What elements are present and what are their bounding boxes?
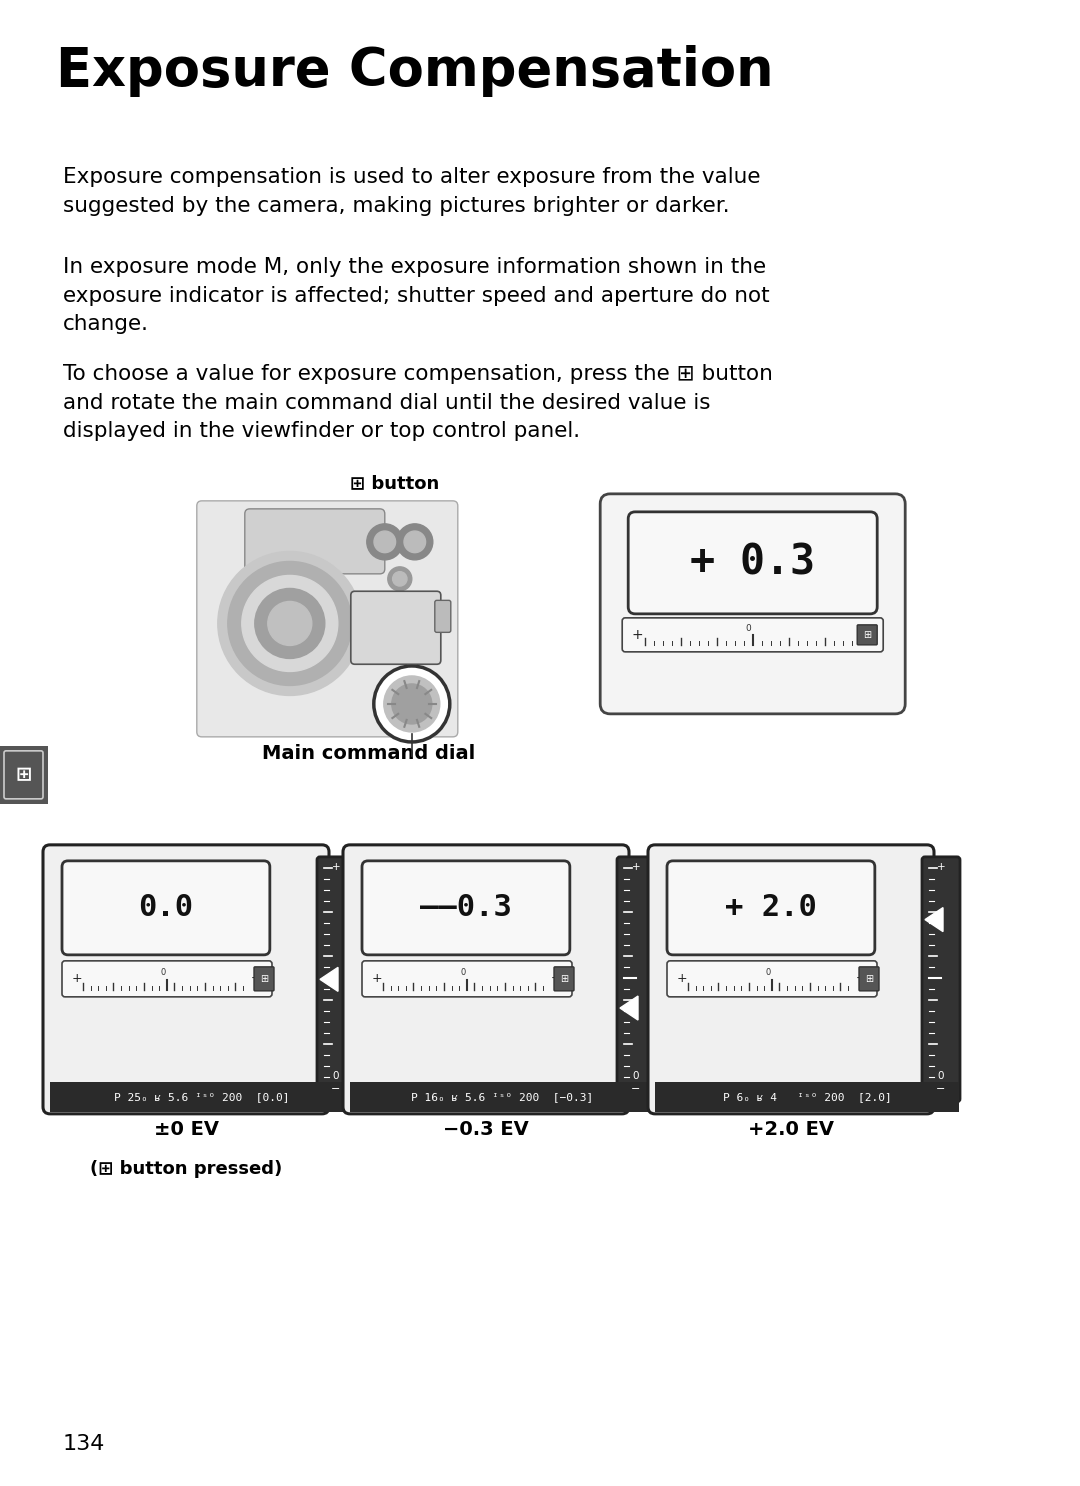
Bar <box>50 1082 354 1112</box>
Text: Exposure compensation is used to alter exposure from the value
suggested by the : Exposure compensation is used to alter e… <box>63 166 760 215</box>
Text: P 6ₒ ʁ 4   ᴵˢᴼ 200  [2.0]: P 6ₒ ʁ 4 ᴵˢᴼ 200 [2.0] <box>723 1092 891 1101</box>
Text: −: − <box>551 972 562 985</box>
FancyBboxPatch shape <box>629 511 877 614</box>
Circle shape <box>255 588 325 658</box>
Circle shape <box>388 566 411 591</box>
FancyBboxPatch shape <box>667 860 875 955</box>
Text: +: + <box>677 972 688 985</box>
Text: + 2.0: + 2.0 <box>725 893 816 923</box>
Circle shape <box>268 602 312 645</box>
Text: ⊞: ⊞ <box>16 765 32 785</box>
Text: +: + <box>72 972 83 985</box>
Text: +: + <box>632 862 640 872</box>
Text: −: − <box>251 972 261 985</box>
FancyBboxPatch shape <box>435 600 450 633</box>
Circle shape <box>392 684 432 724</box>
FancyBboxPatch shape <box>43 846 329 1114</box>
Text: ⊞: ⊞ <box>865 973 873 984</box>
Text: −0.3 EV: −0.3 EV <box>443 1120 529 1138</box>
Text: +: + <box>372 972 382 985</box>
Text: 0: 0 <box>633 1071 639 1080</box>
Text: ⊞: ⊞ <box>863 630 872 640</box>
FancyBboxPatch shape <box>200 504 455 734</box>
Text: P 25ₒ ʁ 5.6 ᴵˢᴼ 200  [0.0]: P 25ₒ ʁ 5.6 ᴵˢᴼ 200 [0.0] <box>114 1092 289 1101</box>
Circle shape <box>404 531 426 553</box>
Text: 0: 0 <box>460 967 465 976</box>
Text: ±0 EV: ±0 EV <box>153 1120 218 1138</box>
Polygon shape <box>320 967 338 991</box>
Text: 0.0: 0.0 <box>138 893 193 923</box>
Text: ⊞: ⊞ <box>260 973 268 984</box>
Bar <box>350 1082 654 1112</box>
FancyBboxPatch shape <box>362 860 570 955</box>
Text: 0: 0 <box>766 967 771 976</box>
Circle shape <box>228 562 352 685</box>
FancyBboxPatch shape <box>254 967 274 991</box>
Text: +: + <box>631 629 643 642</box>
Polygon shape <box>620 996 638 1019</box>
Text: 0: 0 <box>937 1071 944 1080</box>
Text: ⊞: ⊞ <box>559 973 568 984</box>
Text: To choose a value for exposure compensation, press the ⊞ button
and rotate the m: To choose a value for exposure compensat… <box>63 364 772 441</box>
Text: ⊞ button: ⊞ button <box>350 474 438 492</box>
Text: −: − <box>860 629 872 642</box>
FancyBboxPatch shape <box>859 967 879 991</box>
FancyBboxPatch shape <box>858 624 877 645</box>
Text: + 0.3: + 0.3 <box>690 542 815 584</box>
Text: +: + <box>332 862 340 872</box>
FancyBboxPatch shape <box>667 961 877 997</box>
Circle shape <box>383 676 440 733</box>
Text: +: + <box>936 862 945 872</box>
FancyBboxPatch shape <box>622 618 883 652</box>
Text: ––0.3: ––0.3 <box>420 893 512 923</box>
FancyBboxPatch shape <box>648 846 934 1114</box>
FancyBboxPatch shape <box>617 857 654 1101</box>
Text: 0: 0 <box>746 624 752 633</box>
FancyBboxPatch shape <box>362 961 572 997</box>
Text: 0: 0 <box>160 967 165 976</box>
Circle shape <box>218 551 362 695</box>
Circle shape <box>396 525 433 560</box>
Bar <box>0 746 48 804</box>
Text: P 16ₒ ʁ 5.6 ᴵˢᴼ 200  [−0.3]: P 16ₒ ʁ 5.6 ᴵˢᴼ 200 [−0.3] <box>410 1092 593 1101</box>
Text: In exposure mode Μ, only the exposure information shown in the
exposure indicato: In exposure mode Μ, only the exposure in… <box>63 257 769 334</box>
Text: (⊞ button pressed): (⊞ button pressed) <box>90 1161 282 1178</box>
Text: 134: 134 <box>63 1434 105 1453</box>
FancyBboxPatch shape <box>318 857 355 1101</box>
FancyBboxPatch shape <box>600 493 905 713</box>
Circle shape <box>242 575 338 672</box>
FancyBboxPatch shape <box>245 508 384 574</box>
FancyBboxPatch shape <box>62 860 270 955</box>
Polygon shape <box>924 908 943 932</box>
Circle shape <box>374 531 395 553</box>
Text: 0: 0 <box>333 1071 339 1080</box>
Text: −: − <box>632 1083 640 1094</box>
Text: Main command dial: Main command dial <box>261 744 475 762</box>
Text: Exposure Compensation: Exposure Compensation <box>56 45 773 97</box>
Text: −: − <box>856 972 866 985</box>
FancyBboxPatch shape <box>343 846 629 1114</box>
FancyBboxPatch shape <box>4 750 43 799</box>
FancyBboxPatch shape <box>554 967 573 991</box>
Text: +2.0 EV: +2.0 EV <box>748 1120 834 1138</box>
FancyBboxPatch shape <box>62 961 272 997</box>
Circle shape <box>393 572 407 585</box>
Bar <box>654 1082 959 1112</box>
FancyBboxPatch shape <box>351 591 441 664</box>
Circle shape <box>374 666 449 742</box>
Text: −: − <box>332 1083 340 1094</box>
Text: −: − <box>936 1083 946 1094</box>
FancyBboxPatch shape <box>922 857 960 1101</box>
Circle shape <box>367 525 403 560</box>
FancyBboxPatch shape <box>197 501 458 737</box>
